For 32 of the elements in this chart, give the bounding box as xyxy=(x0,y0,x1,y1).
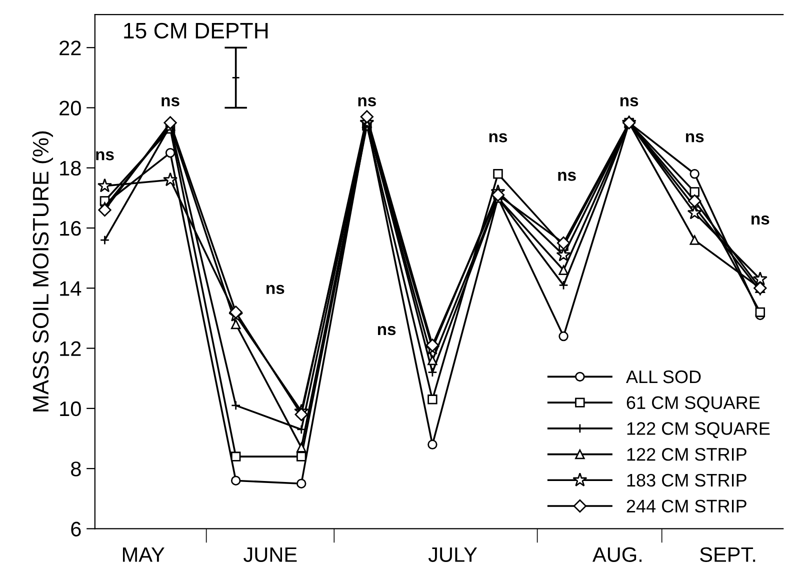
annotation: ns xyxy=(686,133,704,142)
legend-label: 183 CM STRIP xyxy=(627,474,746,487)
text: AUG. xyxy=(592,547,642,562)
annotation: ns xyxy=(358,97,376,106)
y-tick-label: 12 xyxy=(60,341,81,356)
legend-label: ALL SOD xyxy=(626,370,701,384)
y-tick-label: 10 xyxy=(60,401,81,416)
legend-label: 61 CM SQUARE xyxy=(626,396,760,412)
y-tick-label: 22 xyxy=(60,40,81,56)
y-tick-label: 6 xyxy=(71,522,81,536)
text: JUNE xyxy=(244,547,297,562)
annotation: ns xyxy=(266,284,284,294)
legend-label: 122 CM STRIP xyxy=(627,448,746,461)
annotation: ns xyxy=(620,97,638,106)
annotation: ns xyxy=(752,215,770,225)
y-tick-label: 8 xyxy=(71,462,81,476)
legend-label: 122 CM SQUARE xyxy=(627,422,770,438)
y-tick-label: 14 xyxy=(60,281,82,296)
annotation: ns xyxy=(162,97,180,106)
text: SEPT. xyxy=(700,547,756,562)
annotation: ns xyxy=(378,326,396,336)
y-tick-label: 20 xyxy=(60,100,81,116)
y-tick-label: 16 xyxy=(60,221,81,236)
legend-label: 244 CM STRIP xyxy=(626,500,746,512)
y-axis-title: MASS SOIL MOISTURE (%) xyxy=(32,131,53,412)
y-tick-label: 18 xyxy=(60,160,81,176)
annotation: ns xyxy=(96,151,114,160)
annotation: ns xyxy=(558,172,576,181)
annotation: 15 CM DEPTH xyxy=(124,22,268,39)
annotation: ns xyxy=(489,133,508,142)
text: JULY xyxy=(428,547,478,562)
text: MAY xyxy=(122,547,164,562)
